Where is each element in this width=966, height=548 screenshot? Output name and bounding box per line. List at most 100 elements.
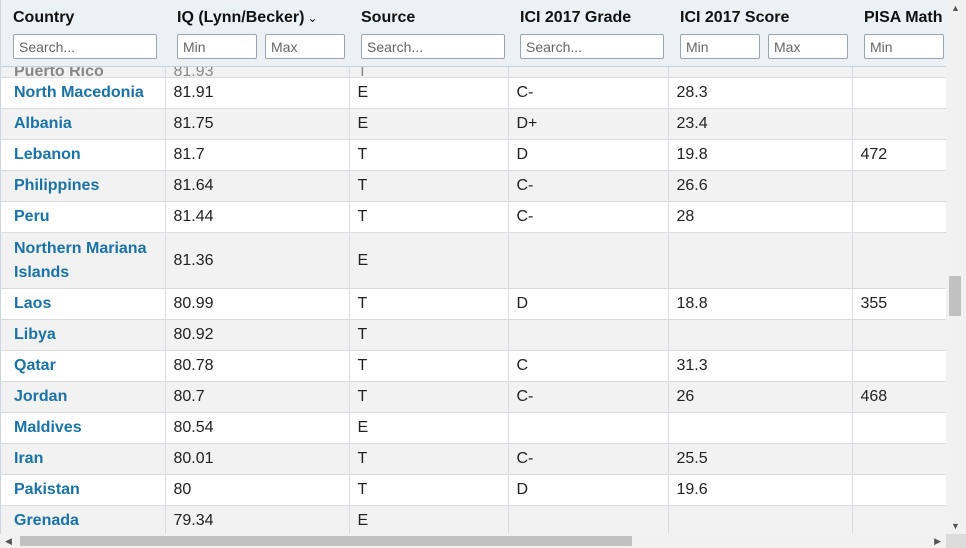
cell-pisa-math	[852, 201, 947, 233]
table-row: Peru 81.44 T C- 28	[1, 201, 947, 233]
country-link[interactable]: Grenada	[14, 512, 79, 529]
horizontal-scrollbar[interactable]: ◀ ▶	[0, 534, 946, 548]
country-link[interactable]: Qatar	[14, 357, 56, 374]
table-row: Lebanon 81.7 T D 19.8 472	[1, 139, 947, 171]
col-title-source[interactable]: Source	[361, 9, 416, 26]
country-link[interactable]: Peru	[14, 208, 50, 225]
col-header-country: Country	[1, 0, 165, 67]
iq-min-input[interactable]	[177, 34, 257, 59]
country-link[interactable]: Laos	[14, 295, 52, 312]
cell-iq: 80.7	[165, 381, 350, 413]
cell-country[interactable]: Puerto Rico	[1, 66, 166, 78]
country-link[interactable]: Pakistan	[14, 481, 80, 498]
country-link[interactable]: Jordan	[14, 388, 68, 405]
country-search-input[interactable]	[13, 34, 157, 59]
country-link[interactable]: Philippines	[14, 177, 100, 194]
cell-ici-grade	[508, 412, 669, 444]
cell-ici-grade	[508, 66, 669, 78]
scroll-right-arrow-icon[interactable]: ▶	[934, 536, 941, 546]
cell-country[interactable]: Albania	[1, 108, 166, 140]
vertical-scroll-thumb[interactable]	[949, 276, 961, 316]
cell-country[interactable]: Laos	[1, 288, 166, 320]
cell-ici-score: 19.8	[668, 139, 853, 171]
cell-country[interactable]: Iran	[1, 443, 166, 475]
cell-iq: 81.44	[165, 201, 350, 233]
cell-country[interactable]: Pakistan	[1, 474, 166, 506]
cell-pisa-math	[852, 505, 947, 534]
cell-iq: 80.01	[165, 443, 350, 475]
cell-iq: 80	[165, 474, 350, 506]
cell-country[interactable]: Qatar	[1, 350, 166, 382]
cell-country[interactable]: Libya	[1, 319, 166, 351]
cell-source: E	[349, 412, 509, 444]
cell-country[interactable]: Maldives	[1, 412, 166, 444]
vertical-scrollbar[interactable]: ▲ ▼	[946, 0, 966, 534]
ici-grade-search-input[interactable]	[520, 34, 664, 59]
pisa-math-min-input[interactable]	[864, 34, 944, 59]
cell-ici-score	[668, 66, 853, 78]
cell-country[interactable]: Philippines	[1, 170, 166, 202]
col-title-country[interactable]: Country	[13, 9, 75, 26]
cell-pisa-math: 468	[852, 381, 947, 413]
cell-pisa-math: 472	[852, 139, 947, 171]
cell-pisa-math: 355	[852, 288, 947, 320]
cell-pisa-math	[852, 474, 947, 506]
chevron-down-icon[interactable]: ⌄	[307, 11, 318, 25]
cell-ici-score: 18.8	[668, 288, 853, 320]
cell-ici-score	[668, 412, 853, 444]
cell-iq: 81.93	[165, 66, 350, 78]
cell-country[interactable]: North Macedonia	[1, 77, 166, 109]
country-link[interactable]: Albania	[14, 115, 72, 132]
cell-country[interactable]: Grenada	[1, 505, 166, 534]
cell-source: T	[349, 474, 509, 506]
ici-score-min-input[interactable]	[680, 34, 760, 59]
table-body: Puerto Rico 81.93 T North Macedonia 81.91…	[1, 66, 947, 534]
col-title-pisa-math[interactable]: PISA Math Score	[864, 9, 947, 26]
cell-pisa-math	[852, 350, 947, 382]
cell-ici-grade	[508, 319, 669, 351]
cell-pisa-math	[852, 170, 947, 202]
scroll-up-arrow-icon[interactable]: ▲	[951, 3, 960, 13]
cell-ici-score: 26.6	[668, 170, 853, 202]
country-link[interactable]: North Macedonia	[14, 84, 144, 101]
country-link[interactable]: Iran	[14, 450, 44, 467]
cell-source: E	[349, 108, 509, 140]
scroll-left-arrow-icon[interactable]: ◀	[5, 536, 12, 546]
country-link[interactable]: Puerto Rico	[14, 66, 104, 78]
cell-country[interactable]: Northern Mariana Islands	[1, 232, 166, 289]
country-link[interactable]: Lebanon	[14, 146, 81, 163]
cell-country[interactable]: Jordan	[1, 381, 166, 413]
cell-ici-score: 25.5	[668, 443, 853, 475]
country-link[interactable]: Libya	[14, 326, 56, 343]
country-link[interactable]: Northern Mariana Islands	[14, 239, 147, 281]
cell-ici-grade: D	[508, 139, 669, 171]
cell-ici-grade: C	[508, 350, 669, 382]
col-title-ici-score[interactable]: ICI 2017 Score	[680, 9, 790, 26]
cell-ici-grade: D	[508, 474, 669, 506]
source-search-input[interactable]	[361, 34, 505, 59]
cell-iq: 81.36	[165, 232, 350, 289]
cell-source: E	[349, 77, 509, 109]
horizontal-scroll-thumb[interactable]	[20, 536, 632, 546]
cell-ici-grade: D+	[508, 108, 669, 140]
col-header-ici-grade: ICI 2017 Grade	[508, 0, 668, 67]
cell-pisa-math	[852, 232, 947, 289]
cell-country[interactable]: Lebanon	[1, 139, 166, 171]
scroll-down-arrow-icon[interactable]: ▼	[951, 521, 960, 531]
data-table-container: Country IQ (Lynn/Becker)⌄	[0, 0, 947, 534]
col-title-ici-grade[interactable]: ICI 2017 Grade	[520, 9, 632, 26]
country-link[interactable]: Maldives	[14, 419, 82, 436]
cell-ici-score: 23.4	[668, 108, 853, 140]
cell-ici-score: 31.3	[668, 350, 853, 382]
iq-max-input[interactable]	[265, 34, 345, 59]
cell-iq: 81.64	[165, 170, 350, 202]
ici-score-max-input[interactable]	[768, 34, 848, 59]
col-title-iq[interactable]: IQ (Lynn/Becker) ⌄	[177, 9, 345, 29]
cell-iq: 81.91	[165, 77, 350, 109]
table-row: Grenada 79.34 E	[1, 505, 947, 534]
cell-country[interactable]: Peru	[1, 201, 166, 233]
table-row: Pakistan 80 T D 19.6	[1, 474, 947, 506]
cell-ici-grade: C-	[508, 201, 669, 233]
cell-pisa-math	[852, 108, 947, 140]
cell-ici-grade: C-	[508, 443, 669, 475]
